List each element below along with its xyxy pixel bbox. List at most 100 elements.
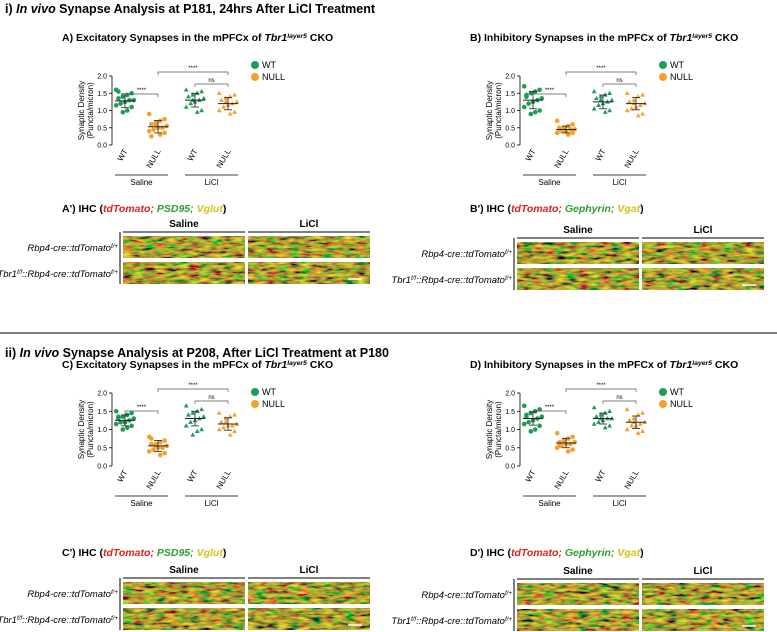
row-label: Rbp4-cre::tdTomatof/+ (421, 590, 512, 602)
group-label: Saline (130, 178, 153, 187)
data-point (537, 407, 542, 412)
text-part: ; (611, 203, 617, 215)
data-point (227, 432, 233, 437)
data-point (124, 92, 130, 98)
data-point (594, 414, 599, 419)
text-part: Tbr1 (391, 275, 411, 286)
x-tick-label: NULL (215, 147, 233, 170)
legend-marker (251, 61, 259, 69)
text-part: Rbp4-cre::tdTomato (27, 589, 111, 600)
data-point (149, 436, 154, 441)
data-point (607, 408, 612, 413)
text-part: Gephyrin (565, 547, 611, 559)
x-tick-label: NULL (623, 468, 641, 491)
ihc-label: D') IHC (tdTomato; Gephyrin; Vgat) (470, 547, 644, 559)
significance-bracket (124, 93, 159, 97)
data-point (561, 438, 567, 443)
data-point (129, 90, 134, 96)
legend-label: WT (670, 387, 684, 397)
data-point (223, 419, 229, 424)
text-part: tdTomato (511, 547, 559, 559)
group-label: Saline (538, 178, 561, 187)
ihc-image (517, 268, 639, 290)
y-tick-label: 0.5 (505, 125, 515, 132)
significance-label: **** (137, 405, 147, 411)
data-point (607, 90, 612, 95)
y-tick-label: 2.0 (97, 391, 107, 398)
data-point (127, 97, 132, 103)
legend-label: NULL (262, 72, 285, 82)
section-title: ii) In vivo Synapse Analysis at P208, Af… (5, 346, 389, 360)
y-tick-label: 0.5 (505, 445, 515, 452)
legend-label: NULL (670, 72, 693, 82)
legend-label: WT (670, 60, 684, 70)
text-part: f/f (17, 269, 23, 276)
y-tick-label: 1.0 (97, 108, 107, 115)
y-axis-label: Synaptic Density (77, 81, 86, 141)
ihc-label: C') IHC (tdTomato; PSD95; Vglut) (62, 547, 226, 559)
data-point (153, 122, 159, 127)
data-point (526, 419, 531, 425)
significance-label: ns (616, 395, 622, 401)
data-point (183, 104, 189, 109)
text-part: In vivo (16, 2, 56, 16)
data-point (131, 97, 137, 103)
text-part: ; (558, 203, 564, 215)
data-point (162, 116, 167, 122)
text-part: Rbp4-cre::tdTomato (421, 249, 505, 260)
y-axis-label: Synaptic Density (485, 400, 494, 460)
text-part: f/+ (111, 615, 118, 622)
data-point (554, 430, 560, 436)
text-part: f/+ (505, 275, 512, 282)
significance-label: ns (208, 78, 214, 84)
x-tick-label: NULL (623, 147, 641, 170)
x-tick-label: WT (116, 147, 130, 162)
text-part: layer5 (287, 33, 307, 40)
data-point (640, 428, 645, 434)
text-part: Vglut (197, 547, 224, 559)
data-point (640, 410, 645, 415)
data-point (591, 106, 597, 111)
data-point (183, 403, 189, 408)
row-label: Tbr1f/f::Rbp4-cre::tdTomatof/+ (0, 269, 118, 281)
text-part: ; (558, 547, 564, 559)
data-point (113, 408, 119, 414)
text-part: Rbp4-cre::tdTomato (27, 243, 111, 254)
data-point (640, 111, 645, 116)
data-point (640, 92, 645, 97)
y-tick-label: 0.5 (97, 445, 107, 452)
y-axis-label: (Puncta/micron) (494, 82, 503, 139)
group-label: LiCl (613, 499, 627, 508)
data-point (190, 432, 196, 437)
data-point (146, 449, 152, 454)
text-part: ; (150, 547, 156, 559)
text-part: tdTomato (511, 203, 559, 215)
text-part: layer5 (287, 360, 307, 367)
ihc-image (642, 242, 764, 264)
row-label: Rbp4-cre::tdTomatof/+ (421, 249, 512, 261)
text-part: Gephyrin (565, 203, 611, 215)
data-point (232, 109, 237, 114)
significance-bracket (194, 400, 229, 404)
data-point (221, 104, 226, 109)
data-point (186, 94, 191, 99)
data-point (216, 90, 222, 95)
ihc-image (248, 236, 370, 258)
data-point (164, 123, 170, 129)
data-point (199, 107, 204, 113)
significance-label: ns (208, 395, 214, 401)
text-part: C') IHC ( (62, 547, 103, 559)
data-point (194, 428, 200, 434)
data-point (528, 90, 534, 96)
data-point (570, 122, 575, 127)
chart-title: C) Excitatory Synapses in the mPFCx of T… (62, 359, 333, 371)
y-axis-label: Synaptic Density (485, 81, 494, 141)
data-point (554, 130, 560, 136)
legend-marker (251, 400, 259, 408)
data-point (524, 92, 529, 98)
data-point (113, 103, 119, 108)
data-point (638, 421, 643, 426)
data-point (565, 132, 571, 137)
data-point (565, 449, 571, 454)
